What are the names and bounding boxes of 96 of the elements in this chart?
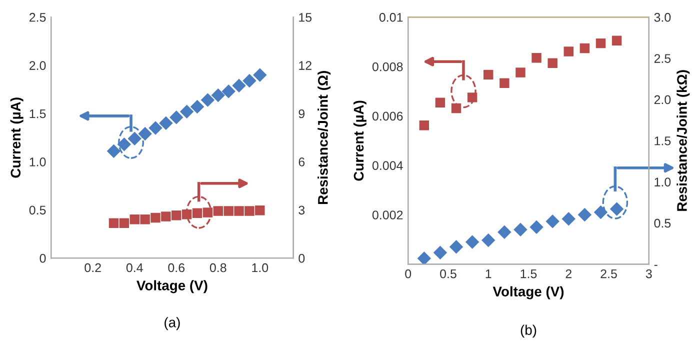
point	[419, 120, 430, 130]
point	[201, 93, 214, 107]
y-tick-label: 0.002	[372, 210, 403, 220]
y-axis-title: Current (µA)	[353, 100, 366, 181]
point	[234, 206, 244, 216]
y2-tick-label: 1.5	[654, 136, 671, 146]
point	[482, 234, 495, 247]
point	[190, 100, 204, 114]
y2-tick-label: 0.5	[654, 218, 671, 228]
point	[222, 84, 236, 98]
point	[150, 212, 160, 223]
y2-tick-label: 1.0	[654, 178, 671, 186]
y2-tick-label: 3.0	[654, 12, 671, 22]
point	[244, 206, 254, 216]
point	[161, 212, 171, 222]
point	[212, 88, 225, 102]
point	[435, 98, 446, 108]
text: (b)	[520, 324, 536, 338]
y2-tick-label: 3	[298, 206, 305, 215]
x-tick-label: 0.6	[168, 263, 185, 272]
point	[213, 206, 223, 216]
point	[548, 58, 558, 68]
y-tick-label: 0.008	[372, 62, 403, 72]
y2-axis-title: Resistance/Joint (Ω)	[318, 70, 331, 204]
y2-tick-label: 6	[298, 158, 305, 166]
point	[532, 53, 542, 63]
x-tick-label: 1.5	[520, 270, 537, 278]
x-tick-label: 0.4	[126, 263, 143, 272]
point	[140, 214, 150, 224]
point	[119, 218, 130, 228]
point	[451, 103, 462, 114]
y-tick-label: 1.0	[30, 158, 46, 166]
y2-tick-label: 9	[298, 109, 305, 118]
point	[107, 144, 120, 158]
point	[562, 212, 576, 226]
y-tick-label: 0	[40, 254, 46, 263]
x-tick-label: 0.2	[84, 263, 101, 272]
point	[434, 246, 447, 260]
x-tick-label: 0.8	[210, 263, 226, 272]
y-tick-label: 2.0	[29, 61, 46, 70]
point	[594, 206, 608, 219]
point	[530, 220, 544, 234]
point	[180, 105, 194, 118]
point	[130, 214, 140, 224]
y2-tick-label: 12	[299, 61, 312, 70]
point	[202, 208, 213, 218]
point	[498, 225, 512, 239]
point	[484, 70, 494, 80]
point	[159, 116, 173, 130]
y-axis-title: Current (µA)	[10, 98, 24, 178]
point	[418, 252, 431, 264]
point	[242, 74, 256, 88]
point	[514, 223, 528, 236]
point	[450, 240, 463, 254]
point	[467, 92, 478, 102]
y2-tick-label: -	[654, 264, 658, 266]
point	[546, 214, 560, 228]
y2-tick-label: 2.0	[654, 95, 671, 104]
y-tick-label: 0.01	[379, 12, 403, 22]
point	[500, 78, 510, 88]
point	[172, 210, 182, 220]
point	[224, 206, 234, 216]
x-tick-label: 1.0	[252, 263, 268, 272]
x-tick-label: 2.5	[600, 269, 617, 278]
y2-tick-label: 0	[298, 254, 305, 263]
x-axis-title: Voltage (V)	[492, 286, 564, 300]
y-tick-label: 0.5	[29, 206, 46, 215]
point	[138, 127, 152, 140]
y-tick-label: 0.006	[372, 112, 403, 121]
point	[148, 121, 162, 135]
x-tick-label: 2	[566, 269, 572, 278]
point	[108, 218, 119, 228]
point	[596, 38, 606, 48]
x-axis-title: Voltage (V)	[136, 280, 208, 294]
y-tick-label: 1.5	[30, 109, 46, 118]
point	[564, 46, 574, 56]
y2-axis-title: Resistance/Joint (kΩ)	[676, 70, 690, 211]
point	[232, 78, 246, 92]
point	[170, 110, 183, 124]
y2-tick-label: 15	[299, 13, 312, 22]
point	[516, 68, 526, 78]
y2-tick-label: 2.5	[654, 54, 671, 63]
point	[466, 235, 479, 249]
point	[253, 68, 266, 82]
x-tick-label: 1	[486, 270, 492, 278]
point	[578, 208, 592, 222]
point	[255, 206, 265, 216]
x-tick-label: 0	[405, 269, 412, 278]
text: (a)	[164, 317, 180, 330]
point	[612, 36, 622, 46]
y-tick-label: 2.5	[29, 12, 46, 22]
y-tick-label: 0.004	[372, 161, 403, 170]
x-tick-label: 0.5	[440, 269, 456, 278]
x-tick-label: 3	[646, 269, 652, 278]
point	[580, 43, 590, 54]
point	[182, 210, 192, 220]
